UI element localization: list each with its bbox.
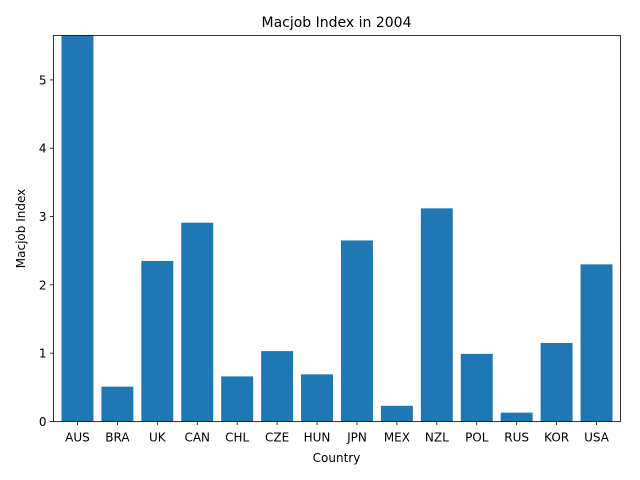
x-tick-label: CAN [184,431,210,445]
x-tick-label: BRA [105,431,130,445]
y-tick-label: 0 [39,415,47,429]
x-tick-label: JPN [346,431,367,445]
bar-mex [380,405,413,422]
y-tick-label: 5 [39,73,47,87]
y-tick-label: 3 [39,210,47,224]
x-axis-label: Country [313,451,361,465]
x-tick-label: POL [465,431,489,445]
y-axis-label: Macjob Index [14,189,28,268]
y-axis: 0 1 2 3 4 5 [39,73,54,429]
bar-uk [141,260,174,422]
x-tick-label: RUS [504,431,529,445]
bar-kor [540,342,573,422]
x-tick-label: USA [584,431,610,445]
bar-rus [500,412,533,422]
bar-cze [261,351,294,422]
chart-title: Macjob Index in 2004 [262,15,412,31]
x-tick-label: NZL [425,431,449,445]
bar-nzl [420,208,453,422]
x-tick-label: HUN [304,431,331,445]
x-tick-label: UK [149,431,167,445]
bar-can [181,222,214,422]
bar-chl [221,376,254,422]
bars-group [61,35,613,422]
bar-pol [460,353,493,422]
bar-bra [101,386,134,422]
y-tick-label: 2 [39,278,47,292]
x-tick-label: AUS [65,431,90,445]
plot-frame [53,35,621,422]
y-tick-label: 1 [39,347,47,361]
bar-hun [301,374,334,422]
x-tick-label: KOR [544,431,569,445]
x-tick-label: MEX [384,431,410,445]
bar-aus [61,35,94,422]
x-axis: AUS BRA UK CAN CHL CZE HUN JPN MEX NZL POL RUS KOR US… [65,421,610,445]
y-tick-label: 4 [39,142,47,156]
x-tick-label: CHL [225,431,249,445]
bar-usa [580,264,613,422]
bar-jpn [340,240,373,422]
x-tick-label: CZE [265,431,289,445]
